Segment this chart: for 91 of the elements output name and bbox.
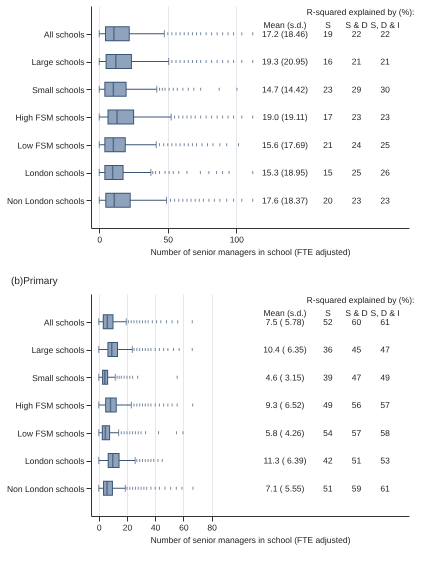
annotation: 47 <box>352 372 362 382</box>
annotation: 25 <box>380 140 390 150</box>
annotation: 49 <box>380 372 390 382</box>
x-tick-label: 40 <box>150 522 161 532</box>
annotation: 17 <box>323 112 333 122</box>
annotation: Mean (s.d.) <box>263 20 307 30</box>
annotation: 61 <box>380 483 390 494</box>
y-tick-label: Small schools <box>32 84 84 95</box>
annotation: S <box>325 308 332 318</box>
annotation: 60 <box>352 316 362 327</box>
annotation: 19.0 (19.11) <box>262 112 308 122</box>
y-tick-label: Large schools <box>32 345 84 355</box>
annotation: 57 <box>352 428 362 438</box>
annotation: 57 <box>380 400 390 410</box>
annotation: 23 <box>380 195 390 206</box>
y-tick-label: High FSM schools <box>16 112 84 122</box>
annotation: 23 <box>323 84 333 94</box>
annotation: 29 <box>352 84 362 94</box>
annotation: 19 <box>323 28 333 39</box>
annotation: 54 <box>323 428 333 438</box>
annotation: 15.3 (18.95) <box>262 168 308 178</box>
annotation: 14.7 (14.42) <box>262 84 308 94</box>
x-tick-label: 60 <box>179 522 189 532</box>
annotation: 23 <box>380 112 390 122</box>
annotation: 22 <box>352 28 362 39</box>
x-tick-label: 20 <box>122 522 132 532</box>
y-tick-label: Non London schools <box>6 484 84 494</box>
annotation: 5.8 ( 4.26) <box>266 428 305 438</box>
annotation: 52 <box>323 316 333 327</box>
annotation: 20 <box>323 195 333 206</box>
annotation: 7.5 ( 5.78) <box>266 316 305 327</box>
annotation: S, D & I <box>370 308 400 318</box>
annotation: 7.1 ( 5.55) <box>266 483 305 494</box>
annotation: 49 <box>323 400 333 410</box>
annotation: 4.6 ( 3.15) <box>266 372 305 382</box>
annotation: 17.6 (18.37) <box>262 195 308 206</box>
annotation: 23 <box>352 195 362 206</box>
annotation: R-squared explained by (%): <box>306 295 414 305</box>
annotation: 47 <box>380 344 390 354</box>
x-tick-label: 0 <box>96 522 102 532</box>
y-tick-label: Low FSM schools <box>17 428 84 438</box>
annotation: 36 <box>323 344 333 354</box>
x-axis-title: Number of senior managers in school (FTE adjusted) <box>150 247 351 257</box>
annotation: 42 <box>323 456 333 466</box>
annotation: R-squared explained by (%): <box>306 7 414 17</box>
annotation: 58 <box>380 428 390 438</box>
annotation: 16 <box>323 56 333 66</box>
annotation: 21 <box>323 140 333 150</box>
annotation: 59 <box>352 483 362 494</box>
y-tick-label: All schools <box>44 29 84 40</box>
x-tick-label: 0 <box>97 234 102 244</box>
annotation: 10.4 ( 6.35) <box>263 344 307 354</box>
y-tick-label: London schools <box>24 168 84 178</box>
x-tick-label: 50 <box>164 234 174 244</box>
x-tick-label: 100 <box>230 234 244 244</box>
annotation: Mean (s.d.) <box>263 308 307 318</box>
annotation: 45 <box>352 344 362 354</box>
annotation: S, D & I <box>370 20 400 30</box>
x-tick-label: 80 <box>207 522 218 532</box>
annotation: 11.3 ( 6.39) <box>264 456 307 466</box>
y-tick-label: Low FSM schools <box>17 140 84 150</box>
chart-title: (b)Primary <box>11 276 58 287</box>
annotation: 23 <box>352 112 362 122</box>
y-tick-label: All schools <box>44 317 84 328</box>
annotation: 21 <box>352 56 362 66</box>
annotation: 39 <box>323 372 333 382</box>
annotation: 25 <box>352 168 362 178</box>
annotation: 9.3 ( 6.52) <box>266 400 305 410</box>
annotation: 17.2 (18.46) <box>262 28 308 39</box>
annotation: 30 <box>380 84 390 94</box>
annotation: 53 <box>380 456 390 466</box>
annotation: S <box>325 20 332 30</box>
annotation: 22 <box>380 28 390 39</box>
y-tick-label: High FSM schools <box>16 400 84 410</box>
y-tick-label: Non London schools <box>6 196 84 206</box>
y-tick-label: Small schools <box>32 372 84 383</box>
annotation: 15.6 (17.69) <box>262 140 308 150</box>
x-axis-title: Number of senior managers in school (FTE adjusted) <box>150 535 351 545</box>
annotation: 26 <box>380 168 390 178</box>
y-tick-label: London schools <box>24 456 84 466</box>
y-tick-label: Large schools <box>32 57 84 67</box>
annotation: 21 <box>380 56 390 66</box>
annotation: 51 <box>352 456 362 466</box>
annotation: 15 <box>323 168 333 178</box>
annotation: S & D <box>345 20 368 30</box>
annotation: S & D <box>345 308 368 318</box>
annotation: 24 <box>352 140 362 150</box>
annotation: 51 <box>323 483 333 494</box>
annotation: 56 <box>352 400 362 410</box>
annotation: 19.3 (20.95) <box>262 56 308 66</box>
annotation: 61 <box>380 316 390 327</box>
